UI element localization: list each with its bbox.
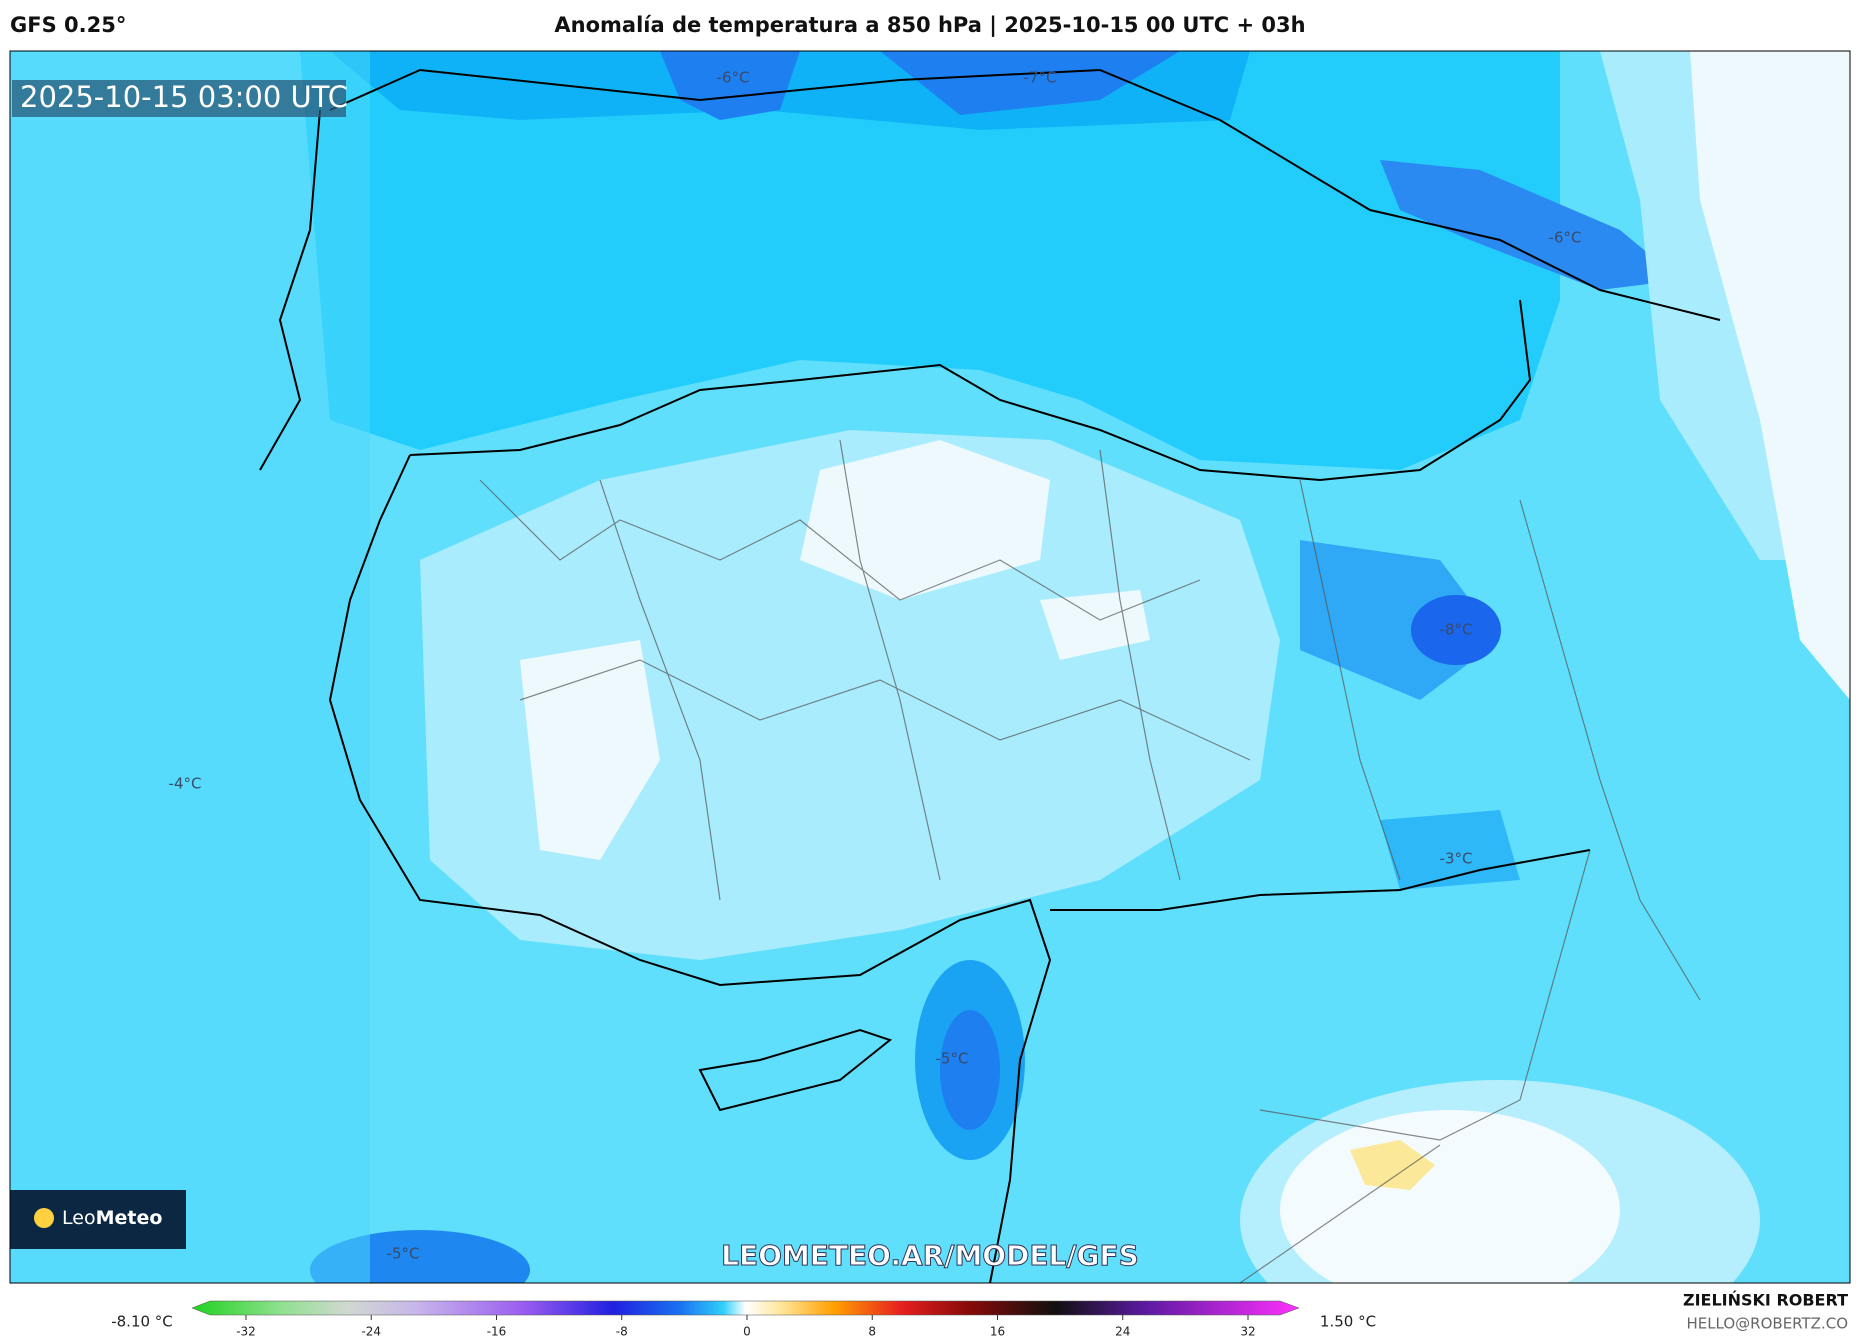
contour-label: -7°C xyxy=(1024,69,1057,87)
logo-text: LeoMeteo xyxy=(62,1207,162,1229)
author: ZIELIŃSKI ROBERT xyxy=(1683,1291,1848,1310)
mild-field xyxy=(420,430,1280,960)
timestamp: 2025-10-15 03:00 UTC xyxy=(20,80,348,114)
contour-label: -3°C xyxy=(1440,850,1473,868)
contour-label: -8°C xyxy=(1440,621,1473,639)
colorbar-tick-label: 16 xyxy=(990,1325,1005,1339)
logo-bold: Meteo xyxy=(96,1207,163,1229)
black-sea-field xyxy=(300,51,1560,470)
logo-light: Leo xyxy=(62,1207,96,1229)
map-title: Anomalía de temperatura a 850 hPa | 2025… xyxy=(554,13,1305,38)
positive-anomaly xyxy=(1350,1140,1435,1190)
colorbar-tick-label: 8 xyxy=(868,1325,876,1339)
cold-core xyxy=(880,51,1180,115)
watermark: LEOMETEO.AR/MODEL/GFS xyxy=(721,1239,1139,1272)
contour-label: -6°C xyxy=(1549,229,1582,247)
timestamp-box xyxy=(12,80,346,117)
contour-label: -5°C xyxy=(936,1050,969,1068)
map-frame xyxy=(9,50,1851,1284)
near-zero-field xyxy=(1280,1110,1620,1283)
contour-label: -5°C xyxy=(387,1245,420,1263)
map: -6°C -7°C -6°C -8°C -4°C -3°C -5°C -5°C 2025-10… xyxy=(10,51,1850,1283)
logo-sun xyxy=(34,1208,54,1228)
colorbar-tick-label: 32 xyxy=(1240,1325,1255,1339)
contour-label: -6°C xyxy=(717,69,750,87)
near-zero-field xyxy=(520,640,660,860)
colorbar-tick-label: -32 xyxy=(236,1325,256,1339)
colorbar-tick-label: -16 xyxy=(487,1325,507,1339)
cold-core xyxy=(940,1010,1000,1130)
aegean-field xyxy=(10,51,370,1283)
near-zero-field xyxy=(800,440,1050,600)
colorbar-tick-label: 0 xyxy=(743,1325,751,1339)
near-zero-field xyxy=(1690,51,1850,700)
model-name: GFS 0.25° xyxy=(10,13,126,37)
colorbar-max: 1.50 °C xyxy=(1320,1313,1376,1331)
cold-core xyxy=(660,51,800,120)
contour-label: -4°C xyxy=(169,775,202,793)
colorbar-tick-label: 24 xyxy=(1115,1325,1130,1339)
email: HELLO@ROBERTZ.CO xyxy=(1686,1315,1848,1333)
cold-core xyxy=(1411,595,1501,665)
cold-core xyxy=(1380,160,1680,290)
borders xyxy=(479,439,1701,1283)
colorbar-ticks: -32 -24 -16 -8 0 8 16 24 32 xyxy=(236,1315,1256,1339)
coastlines xyxy=(259,68,1721,1283)
colorbar-tick-label: -24 xyxy=(361,1325,381,1339)
colorbar-min: -8.10 °C xyxy=(111,1313,173,1331)
colorbar xyxy=(191,1300,1300,1316)
near-zero-field xyxy=(1040,590,1150,660)
colorbar-tick-label: -8 xyxy=(616,1325,628,1339)
contour-labels: -6°C -7°C -6°C -8°C -4°C -3°C -5°C -5°C xyxy=(169,69,1582,1263)
